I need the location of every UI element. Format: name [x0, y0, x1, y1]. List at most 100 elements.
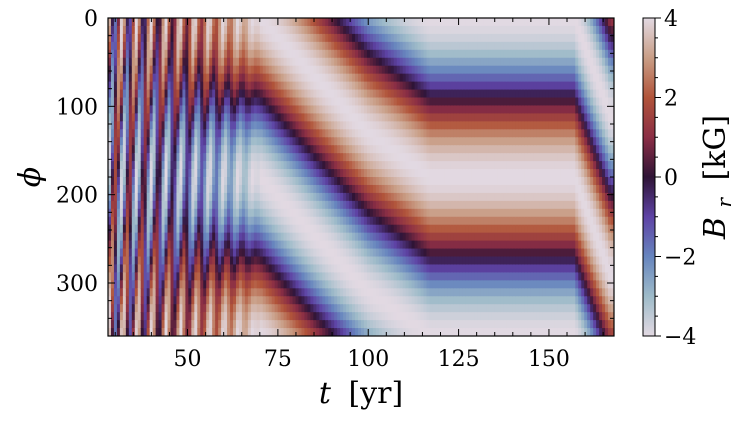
heatmap-cell [325, 320, 329, 329]
heatmap-cell [381, 296, 386, 305]
heatmap-cell [361, 97, 365, 107]
heatmap-cell [298, 89, 303, 99]
heatmap-cell [331, 49, 335, 59]
heatmap-cell [316, 224, 320, 234]
heatmap-cell [200, 288, 204, 297]
heatmap-cell [474, 41, 478, 51]
heatmap-cell [301, 272, 306, 281]
heatmap-cell [268, 105, 273, 114]
heatmap-cell [462, 256, 466, 266]
heatmap-cell [301, 89, 306, 99]
heatmap-cell [227, 153, 231, 162]
heatmap-cell [289, 49, 294, 59]
heatmap-cell [224, 73, 228, 83]
heatmap-cell [381, 18, 386, 27]
heatmap-cell [122, 184, 127, 194]
heatmap-cell [185, 105, 189, 114]
heatmap-cell [155, 137, 160, 146]
heatmap-cell [298, 65, 303, 75]
heatmap-cell [325, 153, 329, 162]
heatmap-cell [462, 208, 466, 218]
heatmap-cell [408, 240, 413, 250]
heatmap-cell [185, 121, 189, 130]
heatmap-cell [352, 97, 356, 107]
heatmap-cell [322, 41, 326, 51]
heatmap-cell [256, 208, 261, 218]
heatmap-cell [274, 41, 279, 51]
heatmap-cell [230, 113, 234, 122]
heatmap-cell [262, 208, 267, 218]
heatmap-cell [387, 153, 392, 162]
heatmap-cell [173, 33, 178, 43]
heatmap-cell [361, 65, 365, 75]
heatmap-cell [435, 129, 439, 138]
heatmap-cell [191, 184, 195, 194]
heatmap-cell [408, 129, 413, 138]
heatmap-cell [134, 153, 139, 162]
heatmap-cell [188, 232, 192, 242]
heatmap-cell [224, 89, 228, 99]
heatmap-cell [375, 129, 380, 138]
heatmap-cell [307, 272, 311, 281]
heatmap-cell [390, 240, 395, 250]
heatmap-cell [462, 57, 466, 67]
heatmap-cell [161, 33, 166, 43]
heatmap-cell [307, 97, 311, 107]
heatmap-cell [173, 137, 178, 146]
heatmap-cell [250, 177, 255, 186]
heatmap-cell [420, 73, 425, 83]
heatmap-cell [247, 216, 252, 226]
heatmap-cell [188, 272, 192, 281]
heatmap-cell [429, 41, 434, 51]
heatmap-cell [390, 216, 395, 226]
heatmap-cell [459, 177, 463, 186]
heatmap-cell [301, 296, 306, 305]
heatmap-cell [256, 288, 261, 297]
heatmap-cell [396, 33, 401, 43]
heatmap-cell [227, 169, 231, 178]
heatmap-cell [334, 18, 338, 27]
heatmap-cell [233, 169, 237, 178]
heatmap-cell [459, 280, 463, 289]
heatmap-cell [247, 320, 252, 329]
heatmap-cell [343, 328, 347, 336]
heatmap-cell [450, 272, 454, 281]
heatmap-cell [209, 121, 213, 130]
heatmap-cell [378, 177, 383, 186]
heatmap-cell [235, 280, 240, 289]
heatmap-cell [301, 184, 306, 194]
heatmap-cell [113, 296, 118, 305]
heatmap-cell [393, 153, 398, 162]
heatmap-cell [241, 153, 246, 162]
heatmap-cell [459, 49, 463, 59]
heatmap-cell [238, 145, 243, 154]
heatmap-cell [283, 177, 288, 186]
heatmap-cell [241, 296, 246, 305]
heatmap-cell [244, 200, 249, 210]
heatmap-cell [396, 192, 401, 202]
heatmap-cell [152, 153, 157, 162]
heatmap-cell [366, 200, 371, 210]
heatmap-cell [143, 121, 148, 130]
heatmap-cell [340, 169, 344, 178]
heatmap-cell [331, 73, 335, 83]
heatmap-cell [417, 208, 422, 218]
heatmap-cell [241, 137, 246, 146]
heatmap-cell [164, 89, 169, 99]
heatmap-cell [462, 121, 466, 130]
heatmap-cell [108, 97, 112, 107]
heatmap-cell [146, 73, 151, 83]
heatmap-cell [143, 25, 148, 35]
heatmap-cell [384, 288, 389, 297]
heatmap-cell [241, 121, 246, 130]
heatmap-cell [328, 264, 332, 273]
heatmap-cell [289, 41, 294, 51]
heatmap-cell [247, 312, 252, 321]
heatmap-cell [167, 18, 172, 27]
heatmap-cell [292, 312, 297, 321]
heatmap-cell [197, 153, 201, 162]
heatmap-cell [310, 33, 314, 43]
heatmap-cell [230, 137, 234, 146]
heatmap-cell [408, 137, 413, 146]
heatmap-cell [134, 81, 139, 91]
